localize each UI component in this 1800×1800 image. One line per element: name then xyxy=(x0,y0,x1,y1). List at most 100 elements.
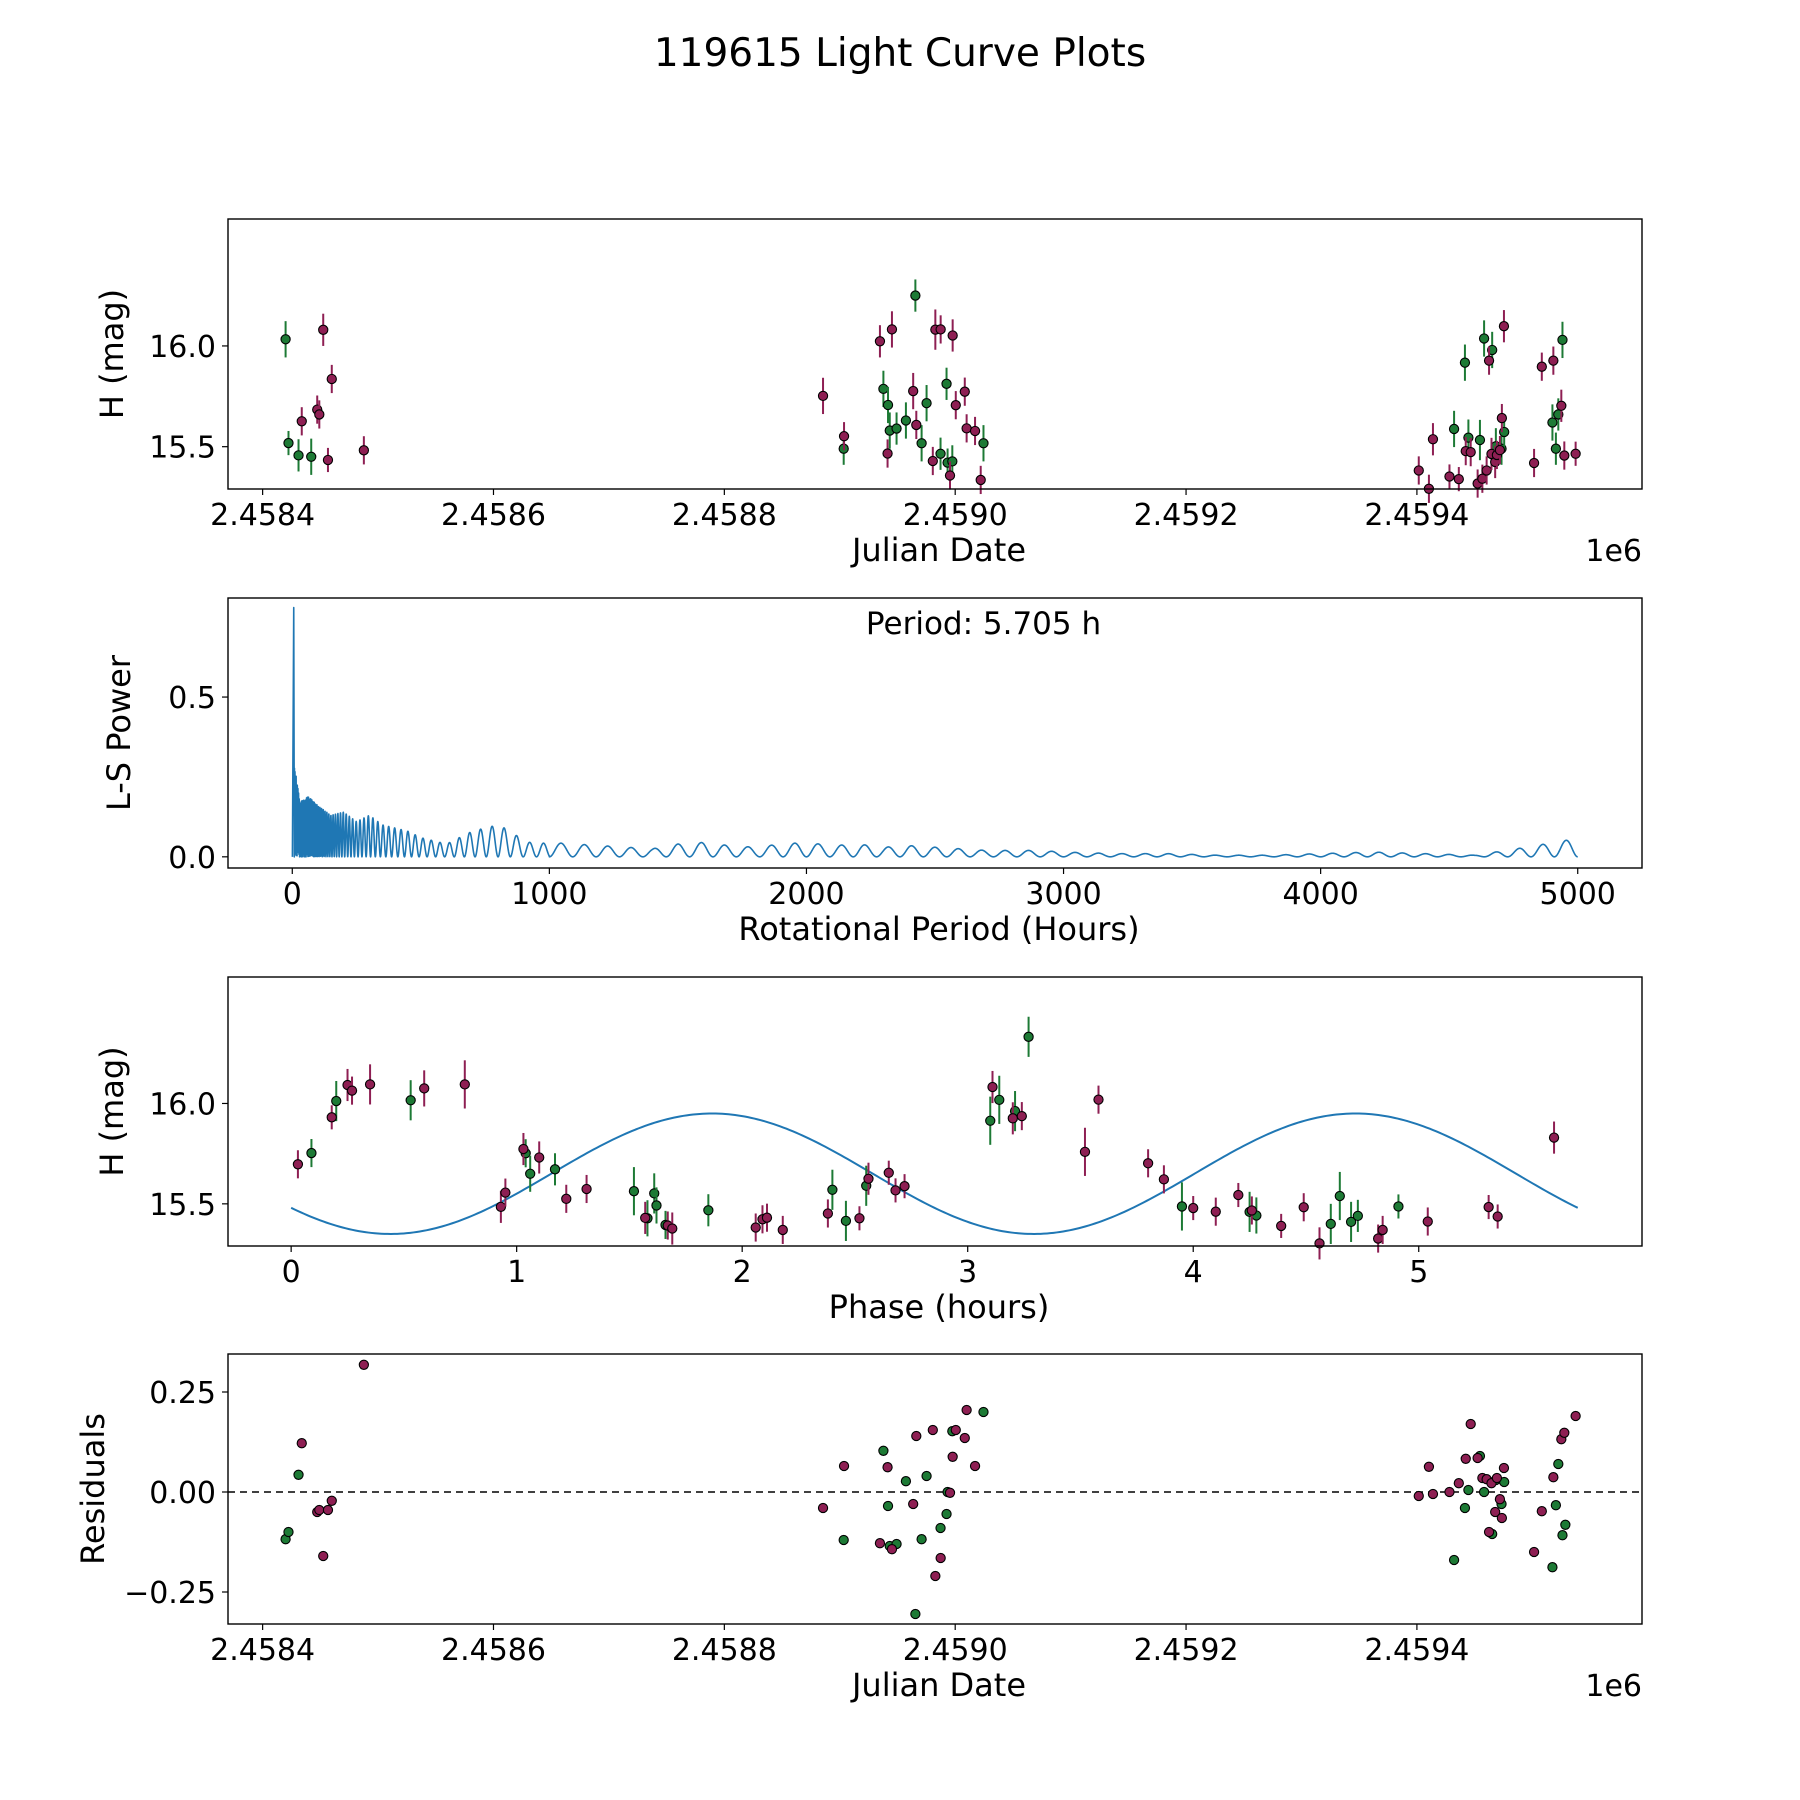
data-point xyxy=(927,455,938,467)
data-point xyxy=(1472,1452,1483,1464)
data-point xyxy=(1427,1488,1439,1500)
lightcurve-panel: 2.4584 2.4586 2.4588 2.4590 2.4592 2.4594 16.0… xyxy=(93,218,1643,569)
data-point xyxy=(1548,1472,1559,1483)
data-point xyxy=(930,1570,941,1582)
data-point xyxy=(1494,1494,1506,1505)
x-tick-label: 1 xyxy=(507,1255,526,1290)
data-point xyxy=(878,1445,889,1456)
data-point xyxy=(941,1508,952,1520)
residuals-plot-area xyxy=(228,1359,1642,1620)
data-point xyxy=(326,1112,337,1123)
data-point xyxy=(326,373,337,385)
data-point xyxy=(561,1193,572,1204)
y-tick-label: −0.25 xyxy=(124,1576,216,1611)
data-point xyxy=(761,1212,773,1223)
data-point xyxy=(899,1181,910,1192)
data-point xyxy=(950,1424,961,1436)
data-point xyxy=(817,390,829,402)
data-point xyxy=(927,1424,938,1436)
data-point xyxy=(1016,1110,1027,1122)
data-point xyxy=(969,1460,981,1472)
data-point xyxy=(1422,1216,1433,1227)
data-point xyxy=(950,400,961,411)
y-tick-label: 0.0 xyxy=(168,841,216,876)
data-point xyxy=(1093,1094,1104,1105)
data-point xyxy=(900,415,912,426)
periodogram-x-axis-label: Rotational Period (Hours) xyxy=(738,910,1139,948)
figure-title: 119615 Light Curve Plots xyxy=(654,31,1146,76)
data-point xyxy=(326,1495,337,1506)
data-point xyxy=(1559,450,1570,461)
data-point xyxy=(1444,471,1455,482)
data-point xyxy=(882,1462,893,1473)
x-tick-label: 2 xyxy=(733,1255,752,1290)
data-point xyxy=(1536,361,1547,372)
data-point xyxy=(1448,1554,1460,1566)
lightcurve-y-axis-label: H (mag) xyxy=(93,289,131,419)
data-point xyxy=(1448,423,1460,435)
data-point xyxy=(910,1608,921,1620)
data-point xyxy=(296,1438,307,1449)
y-tick-label: 0.5 xyxy=(168,681,216,716)
data-point xyxy=(1465,446,1476,458)
series-r xyxy=(292,1060,1560,1260)
y-tick-label: 15.5 xyxy=(149,1188,216,1223)
data-point xyxy=(935,1552,946,1564)
data-point xyxy=(1550,1500,1562,1511)
data-point xyxy=(985,1115,996,1126)
data-point xyxy=(1079,1146,1091,1157)
data-point xyxy=(364,1079,376,1090)
data-point xyxy=(1491,1472,1503,1484)
data-point xyxy=(838,431,850,442)
data-point xyxy=(750,1222,761,1233)
data-point xyxy=(1492,1211,1503,1222)
x-tick-label: 2.4590 xyxy=(903,1633,1008,1668)
data-point xyxy=(358,445,370,456)
data-point xyxy=(1453,1478,1464,1489)
data-point xyxy=(1176,1201,1188,1212)
data-point xyxy=(908,385,919,397)
data-point xyxy=(838,1460,850,1472)
data-point xyxy=(947,330,958,341)
data-point xyxy=(1483,1526,1495,1538)
data-point xyxy=(1459,1502,1471,1514)
data-point xyxy=(1550,443,1562,454)
data-point xyxy=(886,324,898,335)
data-point xyxy=(293,450,304,461)
data-point xyxy=(1494,444,1506,456)
data-point xyxy=(358,1359,370,1370)
y-tick-label: 15.5 xyxy=(149,431,216,466)
data-point xyxy=(978,1406,989,1418)
data-point xyxy=(1276,1220,1287,1232)
data-point xyxy=(1498,1462,1510,1474)
data-point xyxy=(969,425,981,437)
data-point xyxy=(1345,1216,1357,1228)
y-tick-label: 16.0 xyxy=(149,330,216,365)
data-point xyxy=(822,1208,834,1219)
data-point xyxy=(935,324,946,335)
data-point xyxy=(1453,473,1464,485)
periodogram-panel: 0 1000 2000 3000 4000 5000 0.0 0.5 Rotational Pe… xyxy=(100,597,1643,948)
data-point xyxy=(840,1215,852,1227)
data-point xyxy=(882,1500,894,1512)
data-point xyxy=(1427,434,1439,445)
data-point xyxy=(921,1470,932,1482)
data-point xyxy=(667,1223,678,1234)
phased-x-axis-label: Phase (hours) xyxy=(829,1288,1050,1326)
phased-panel: 0 1 2 3 4 5 16.0 15.5 Phase (hours) H (mag) xyxy=(93,976,1643,1326)
data-point xyxy=(1557,334,1568,346)
data-point xyxy=(1528,1546,1540,1558)
data-point xyxy=(1536,1506,1547,1517)
data-point xyxy=(975,474,986,486)
data-point xyxy=(1548,1132,1560,1143)
x-tick-label: 2.4584 xyxy=(210,1633,315,1668)
x-tick-label: 2.4588 xyxy=(672,498,777,533)
data-point xyxy=(978,438,989,449)
data-point xyxy=(296,416,307,427)
data-point xyxy=(890,1185,901,1196)
residuals-frame xyxy=(227,1353,1643,1625)
data-point xyxy=(944,470,956,481)
periodogram-plot-area xyxy=(291,606,1579,858)
data-point xyxy=(961,423,972,434)
x-tick-label: 2.4592 xyxy=(1134,498,1239,533)
